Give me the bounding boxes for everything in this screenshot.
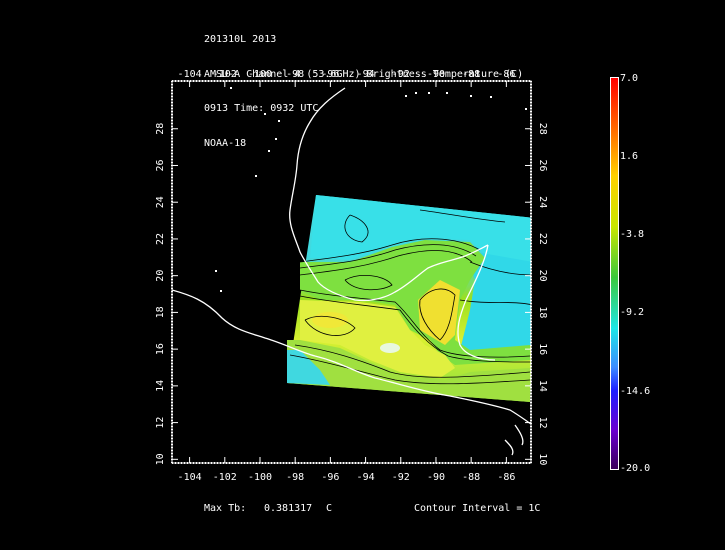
lat-tick-label-left: 24 xyxy=(155,196,166,208)
lat-tick-label-right: 14 xyxy=(537,380,548,392)
header-line-3: 0913 Time: 0932 UTC xyxy=(204,103,319,114)
lat-tick-label-left: 18 xyxy=(155,306,166,318)
swath-field xyxy=(287,195,531,402)
colorbar-label-max: 7.0 xyxy=(620,73,639,84)
cyan-south xyxy=(287,350,330,385)
header-line-2: AMSU-A Channel 4 (53.6GHz) Brightness Te… xyxy=(204,68,524,80)
lat-tick-label-right: 18 xyxy=(537,306,548,318)
lat-tick-label-left: 14 xyxy=(155,380,166,392)
colorbar-label-3: -3.8 xyxy=(620,229,645,240)
lon-tick-label-bottom: -88 xyxy=(462,472,480,483)
lon-tick-label-bottom: -90 xyxy=(427,472,445,483)
lat-tick-label-right: 20 xyxy=(537,270,548,282)
colorbar-label-5: -14.6 xyxy=(620,386,651,397)
lon-tick-label-top: -92 xyxy=(392,69,410,80)
lat-tick-label-right: 16 xyxy=(537,343,548,355)
lon-tick-label-top: -96 xyxy=(321,69,339,80)
lat-tick-label-right: 24 xyxy=(537,196,548,208)
lon-tick-label-bottom: -98 xyxy=(286,472,304,483)
colorbar xyxy=(610,77,619,470)
lon-tick-label-top: -88 xyxy=(462,69,480,80)
colorbar-label-min: -20.0 xyxy=(620,463,651,474)
lon-tick-label-bottom: -86 xyxy=(497,472,515,483)
lat-tick-label-left: 20 xyxy=(155,270,166,282)
max-tb-label: Max Tb: xyxy=(204,503,247,514)
lon-tick-label-bottom: -94 xyxy=(357,472,375,483)
lon-tick-label-top: -98 xyxy=(286,69,304,80)
lat-tick-label-left: 28 xyxy=(155,123,166,135)
lat-tick-label-right: 26 xyxy=(537,159,548,171)
lon-tick-label-top: -102 xyxy=(213,69,237,80)
lon-tick-label-top: -104 xyxy=(178,69,202,80)
islands xyxy=(215,87,527,292)
lon-tick-label-top: -94 xyxy=(357,69,375,80)
green-south xyxy=(287,340,530,402)
lon-tick-label-top: -86 xyxy=(497,69,515,80)
lat-tick-label-right: 10 xyxy=(537,453,548,465)
lon-tick-label-bottom: -96 xyxy=(321,472,339,483)
lat-tick-label-right: 22 xyxy=(537,233,548,245)
lon-tick-label-bottom: -100 xyxy=(248,472,272,483)
contour-interval: Contour Interval = 1C xyxy=(414,503,541,514)
white-spot xyxy=(380,343,400,353)
lon-tick-label-top: -100 xyxy=(248,69,272,80)
lon-tick-label-bottom: -104 xyxy=(178,472,202,483)
plot-frame xyxy=(171,80,532,464)
contour-lines xyxy=(289,209,531,385)
lat-tick-label-left: 26 xyxy=(155,159,166,171)
axis-ticks: -104 -104 -102 -102 -100 -100 -98 -98 -96 -96 -94 -… xyxy=(155,69,548,483)
lat-tick-label-right: 12 xyxy=(537,417,548,429)
map-header: 201310L 2013 AMSU-A Channel 4 (53.6GHz) … xyxy=(204,11,523,161)
lon-tick-label-bottom: -102 xyxy=(213,472,237,483)
cool-region-north xyxy=(310,195,531,262)
header-line-4: NOAA-18 xyxy=(204,137,247,149)
lat-tick-label-right: 28 xyxy=(537,123,548,135)
lat-tick-label-left: 10 xyxy=(155,453,166,465)
coastline xyxy=(172,87,531,456)
lat-tick-label-left: 22 xyxy=(155,233,166,245)
green-band xyxy=(300,240,530,365)
lon-tick-label-bottom: -92 xyxy=(392,472,410,483)
lat-tick-label-left: 16 xyxy=(155,343,166,355)
lat-tick-label-left: 12 xyxy=(155,417,166,429)
colorbar-label-2: 1.6 xyxy=(620,151,639,162)
lon-tick-label-top: -90 xyxy=(427,69,445,80)
max-tb-unit: C xyxy=(326,503,333,514)
header-line-1: 201310L 2013 xyxy=(204,34,277,45)
colorbar-label-4: -9.2 xyxy=(620,307,645,318)
max-tb-value: 0.381317 xyxy=(264,503,313,514)
warm-core xyxy=(418,280,460,345)
